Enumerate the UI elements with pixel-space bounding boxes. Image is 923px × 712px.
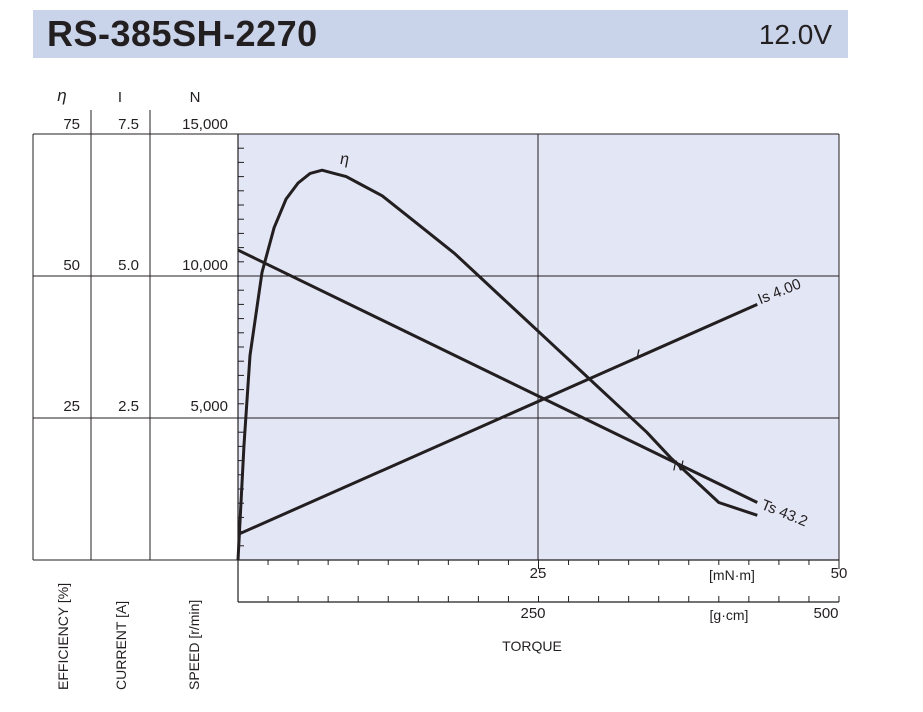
eta-tick-75: 75 [63, 116, 80, 133]
speed-header: N [190, 89, 201, 106]
speed-series-label: N [673, 457, 684, 474]
efficiency-series-label: η [340, 151, 349, 168]
x-tick-mnm-50: 50 [831, 565, 848, 582]
efficiency-axis-label: EFFICIENCY [%] [55, 583, 71, 690]
scale-table-lines [33, 110, 238, 560]
x-tick-gcm-250: 250 [520, 605, 545, 622]
x-unit-gcm: [g·cm] [710, 607, 749, 623]
current-tick-7-5: 7.5 [118, 116, 139, 133]
speed-axis-label: SPEED [r/min] [186, 600, 202, 690]
current-header: I [118, 89, 122, 106]
x-tick-gcm-500: 500 [813, 605, 838, 622]
eta-tick-50: 50 [63, 257, 80, 274]
eta-tick-25: 25 [63, 398, 80, 415]
current-tick-2-5: 2.5 [118, 398, 139, 415]
current-tick-5-0: 5.0 [118, 257, 139, 274]
current-axis-label: CURRENT [A] [113, 601, 129, 690]
speed-tick-5000: 5,000 [190, 398, 228, 415]
x-unit-mnm: [mN·m] [709, 567, 755, 583]
x-tick-mnm-25: 25 [530, 565, 547, 582]
speed-tick-15000: 15,000 [182, 116, 228, 133]
eta-header: η [57, 86, 66, 105]
current-series-label: I [636, 346, 640, 363]
x-axis-title: TORQUE [502, 638, 562, 654]
speed-tick-10000: 10,000 [182, 257, 228, 274]
